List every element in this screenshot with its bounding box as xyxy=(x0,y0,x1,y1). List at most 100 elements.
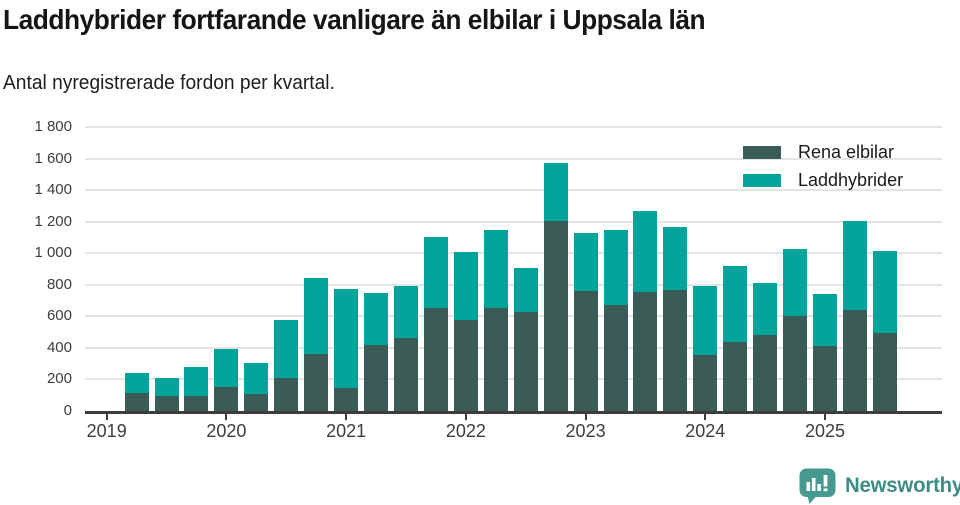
bar-2021-K1-laddhybrider xyxy=(334,288,359,389)
bar-2020-K2-elbilar xyxy=(244,394,269,411)
bar-2022-K4-elbilar xyxy=(543,220,568,411)
x-tick-label-2022: 2022 xyxy=(445,421,486,441)
x-tick-label-2023: 2023 xyxy=(565,421,606,441)
bar-2022-K3-laddhybrider xyxy=(513,268,538,312)
x-tick-label-2024: 2024 xyxy=(685,421,726,441)
bar-2023-K2-elbilar xyxy=(603,304,628,411)
bar-2021-K2-elbilar xyxy=(364,344,389,411)
brand-footer: Newsworthy xyxy=(799,468,960,504)
newsworthy-logo-icon xyxy=(799,468,836,504)
bar-2024-K2-laddhybrider xyxy=(723,265,748,342)
bar-2024-K4-elbilar xyxy=(783,315,808,411)
bar-2023-K4-laddhybrider xyxy=(663,227,688,291)
gridline-400 xyxy=(85,346,942,349)
x-tick-2021 xyxy=(345,414,348,420)
bar-2020-K2-laddhybrider xyxy=(244,362,269,395)
bar-2021-K1-elbilar xyxy=(334,388,359,411)
legend-label: Laddhybrider xyxy=(798,169,904,190)
gridline-200 xyxy=(85,378,942,381)
legend: Rena elbilar Laddhybrider xyxy=(743,138,903,194)
bar-2023-K3-laddhybrider xyxy=(633,211,658,292)
bar-2021-K2-laddhybrider xyxy=(364,292,389,345)
x-tick-2020 xyxy=(225,414,228,420)
bar-2023-K1-elbilar xyxy=(573,291,598,411)
y-tick-label-400: 400 xyxy=(46,338,72,356)
bar-2021-K4-laddhybrider xyxy=(423,236,448,309)
bar-2019-K4-laddhybrider xyxy=(184,366,209,397)
bar-2024-K4-laddhybrider xyxy=(783,248,808,316)
bar-2022-K1-laddhybrider xyxy=(453,251,478,321)
x-tick-2023 xyxy=(584,414,587,420)
bar-2024-K2-elbilar xyxy=(723,341,748,411)
bar-2020-K4-laddhybrider xyxy=(304,278,329,355)
legend-item-laddhybrider: Laddhybrider xyxy=(743,166,903,194)
bar-2021-K3-laddhybrider xyxy=(394,285,418,339)
bar-2019-K2-laddhybrider xyxy=(124,373,149,393)
bar-2025-K3-laddhybrider xyxy=(872,250,897,333)
x-tick-label-2019: 2019 xyxy=(86,421,127,441)
gridline-1600 xyxy=(85,157,942,160)
y-tick-label-1200: 1 200 xyxy=(34,212,72,230)
x-tick-2024 xyxy=(704,414,707,420)
bar-2019-K2-elbilar xyxy=(124,392,149,411)
bar-2020-K1-elbilar xyxy=(214,387,239,411)
bar-2019-K3-laddhybrider xyxy=(154,377,179,397)
chart-title: Laddhybrider fortfarande vanligare än el… xyxy=(3,4,706,35)
x-tick-2025 xyxy=(824,414,827,420)
x-tick-label-2025: 2025 xyxy=(804,421,846,441)
bar-2020-K1-laddhybrider xyxy=(214,348,239,388)
bar-2019-K3-elbilar xyxy=(154,396,179,411)
gridline-800 xyxy=(85,283,942,286)
bar-2022-K1-elbilar xyxy=(453,320,478,411)
bar-2020-K4-elbilar xyxy=(304,354,329,411)
bar-2021-K4-elbilar xyxy=(423,308,448,411)
bar-2024-K1-laddhybrider xyxy=(693,286,718,355)
legend-label: Rena elbilar xyxy=(798,141,895,162)
bar-2019-K4-elbilar xyxy=(184,396,209,411)
bar-2022-K2-laddhybrider xyxy=(483,229,508,309)
bar-2023-K1-laddhybrider xyxy=(573,232,598,292)
legend-item-rena-elbilar: Rena elbilar xyxy=(743,138,903,166)
brand-name: Newsworthy xyxy=(845,474,960,497)
y-tick-label-800: 800 xyxy=(46,275,72,293)
y-tick-label-1600: 1 600 xyxy=(34,149,72,167)
x-tick-label-2021: 2021 xyxy=(326,421,367,441)
bar-2024-K3-elbilar xyxy=(753,335,778,411)
x-tick-2019 xyxy=(105,414,108,420)
bar-2023-K3-elbilar xyxy=(633,291,658,411)
bar-2025-K1-laddhybrider xyxy=(813,294,838,347)
y-axis: 0 200 400 600 800 1 000 1 200 1 400 1 600 1 800 xyxy=(0,118,72,419)
bar-2025-K2-laddhybrider xyxy=(842,220,867,311)
gridline-1800 xyxy=(85,126,942,128)
plot-area: Rena elbilar Laddhybrider xyxy=(85,126,942,411)
bar-2023-K4-elbilar xyxy=(663,290,688,411)
chart-subtitle: Antal nyregistrerade fordon per kvartal. xyxy=(3,72,335,94)
y-tick-label-0: 0 xyxy=(63,402,72,419)
y-tick-label-1400: 1 400 xyxy=(34,181,72,199)
bar-2022-K4-laddhybrider xyxy=(543,163,568,221)
bar-2025-K2-elbilar xyxy=(842,310,867,411)
bar-2024-K3-laddhybrider xyxy=(753,283,778,336)
bar-2020-K3-elbilar xyxy=(274,377,299,411)
y-tick-label-1000: 1 000 xyxy=(34,244,72,262)
x-tick-2022 xyxy=(464,414,467,420)
y-tick-label-1800: 1 800 xyxy=(34,118,72,135)
gridline-1000 xyxy=(85,252,942,255)
y-tick-label-600: 600 xyxy=(46,307,72,325)
bar-2025-K1-elbilar xyxy=(813,346,838,411)
bar-2020-K3-laddhybrider xyxy=(274,319,299,378)
gridline-600 xyxy=(85,315,942,318)
bar-2021-K3-elbilar xyxy=(394,338,418,411)
gridline-1400 xyxy=(85,189,942,192)
bar-2025-K3-elbilar xyxy=(872,332,897,411)
bar-2023-K2-laddhybrider xyxy=(603,230,628,305)
bar-2022-K3-elbilar xyxy=(513,311,538,411)
gridline-1200 xyxy=(85,220,942,223)
bar-2024-K1-elbilar xyxy=(693,355,718,411)
legend-swatch-rena-elbilar xyxy=(743,145,781,159)
x-axis-line xyxy=(85,411,942,414)
legend-swatch-laddhybrider xyxy=(743,173,781,187)
bar-2022-K2-elbilar xyxy=(483,308,508,411)
x-tick-label-2020: 2020 xyxy=(206,421,247,441)
y-tick-label-200: 200 xyxy=(46,370,72,388)
